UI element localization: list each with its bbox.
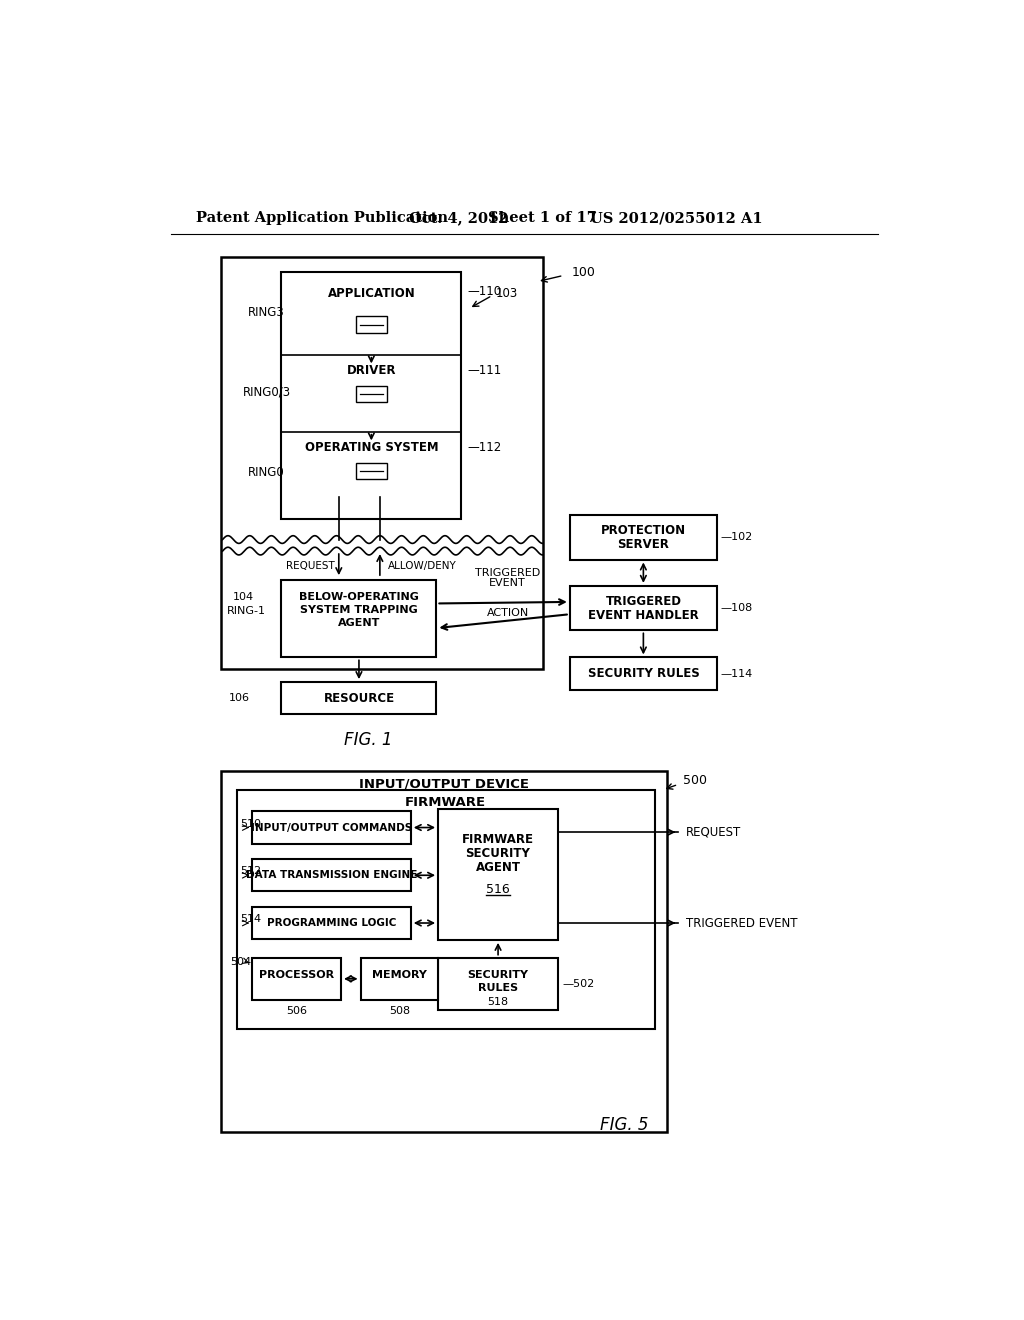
Text: DATA TRANSMISSION ENGINE: DATA TRANSMISSION ENGINE	[246, 870, 417, 880]
Text: 100: 100	[572, 265, 596, 279]
Text: INPUT/OUTPUT DEVICE: INPUT/OUTPUT DEVICE	[358, 777, 528, 791]
Text: SERVER: SERVER	[617, 537, 670, 550]
Bar	[252, 812, 411, 843]
Text: —102: —102	[721, 532, 753, 543]
Text: SYSTEM TRAPPING: SYSTEM TRAPPING	[300, 605, 418, 615]
Text: 512: 512	[241, 866, 261, 876]
Text: RULES: RULES	[478, 983, 518, 994]
Bar	[282, 581, 436, 657]
Text: FIG. 5: FIG. 5	[600, 1115, 648, 1134]
Text: PROTECTION: PROTECTION	[601, 524, 686, 537]
Text: —502: —502	[562, 979, 594, 989]
Text: TRIGGERED: TRIGGERED	[475, 568, 541, 578]
Text: OPERATING SYSTEM: OPERATING SYSTEM	[304, 441, 438, 454]
Text: FIRMWARE: FIRMWARE	[406, 796, 486, 809]
Text: —110: —110	[467, 285, 502, 298]
Text: RING-1: RING-1	[227, 606, 266, 616]
Text: TRIGGERED: TRIGGERED	[605, 594, 681, 607]
Text: —112: —112	[467, 441, 502, 454]
Bar	[569, 657, 717, 689]
Text: AGENT: AGENT	[475, 861, 520, 874]
Text: 518: 518	[487, 998, 509, 1007]
Text: 516: 516	[486, 883, 510, 896]
Text: ACTION: ACTION	[486, 607, 528, 618]
Text: REQUEST: REQUEST	[686, 825, 741, 838]
Bar	[221, 257, 543, 669]
Bar	[360, 958, 438, 1001]
Text: RING0/3: RING0/3	[243, 385, 291, 399]
Text: PROGRAMMING LOGIC: PROGRAMMING LOGIC	[266, 917, 396, 928]
Text: —111: —111	[467, 363, 502, 376]
Bar	[569, 586, 717, 631]
Bar	[252, 907, 411, 940]
Text: ALLOW/DENY: ALLOW/DENY	[388, 561, 457, 572]
Text: FIG. 1: FIG. 1	[344, 731, 392, 748]
Text: RING3: RING3	[248, 306, 285, 319]
Text: APPLICATION: APPLICATION	[328, 286, 415, 300]
Text: Oct. 4, 2012: Oct. 4, 2012	[409, 211, 508, 226]
Text: 104: 104	[232, 593, 254, 602]
Bar	[569, 515, 717, 560]
Text: AGENT: AGENT	[338, 618, 380, 628]
Text: SECURITY RULES: SECURITY RULES	[588, 667, 699, 680]
Text: 103: 103	[496, 286, 517, 300]
Bar	[356, 385, 387, 403]
Text: 508: 508	[389, 1006, 410, 1016]
Bar	[356, 462, 387, 479]
Text: 510: 510	[241, 818, 261, 829]
Text: US 2012/0255012 A1: US 2012/0255012 A1	[590, 211, 763, 226]
Text: FIRMWARE: FIRMWARE	[462, 833, 535, 846]
Bar	[282, 682, 436, 714]
Text: Sheet 1 of 17: Sheet 1 of 17	[488, 211, 597, 226]
Text: RESOURCE: RESOURCE	[324, 692, 394, 705]
Text: PROCESSOR: PROCESSOR	[259, 970, 334, 979]
Bar	[356, 317, 387, 333]
Bar	[252, 859, 411, 891]
Bar	[438, 809, 558, 940]
Text: EVENT: EVENT	[489, 578, 526, 589]
Text: SECURITY: SECURITY	[468, 970, 528, 979]
Text: 506: 506	[286, 1006, 307, 1016]
Text: —108: —108	[721, 603, 753, 612]
Text: 514: 514	[241, 915, 261, 924]
Text: INPUT/OUTPUT COMMANDS: INPUT/OUTPUT COMMANDS	[251, 822, 412, 833]
Text: DRIVER: DRIVER	[346, 363, 396, 376]
Bar	[221, 771, 667, 1133]
Bar	[237, 789, 655, 1028]
Text: Patent Application Publication: Patent Application Publication	[197, 211, 449, 226]
Text: MEMORY: MEMORY	[372, 970, 427, 979]
Bar	[252, 958, 341, 1001]
Text: —114: —114	[721, 668, 753, 678]
Text: SECURITY: SECURITY	[466, 847, 530, 861]
Text: 500: 500	[683, 774, 707, 787]
Text: RING0: RING0	[248, 466, 285, 479]
Text: EVENT HANDLER: EVENT HANDLER	[588, 609, 698, 622]
Text: BELOW-OPERATING: BELOW-OPERATING	[299, 593, 419, 602]
Text: REQUEST: REQUEST	[286, 561, 335, 572]
Bar	[282, 272, 461, 519]
Bar	[438, 958, 558, 1010]
Text: 106: 106	[228, 693, 250, 704]
Text: TRIGGERED EVENT: TRIGGERED EVENT	[686, 916, 798, 929]
Text: 504: 504	[230, 957, 252, 966]
